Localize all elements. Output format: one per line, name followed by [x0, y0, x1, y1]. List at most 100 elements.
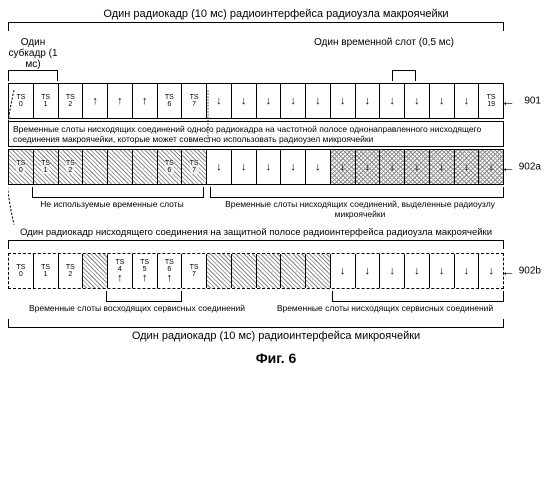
- up-arrow-icon: ↑: [117, 96, 123, 107]
- down-arrow-icon: ↓: [464, 266, 470, 277]
- row-label-902a: 902a: [519, 162, 541, 173]
- slot-6: TS6: [158, 150, 183, 184]
- slot-14: ↓: [356, 150, 381, 184]
- annotation-902b-right: Временные слоты нисходящих сервисных сое…: [266, 302, 504, 315]
- slot-6: TS6: [158, 84, 183, 118]
- down-arrow-icon: ↓: [216, 96, 222, 107]
- annotation-902b-left: Временные слоты восходящих сервисных сое…: [8, 302, 266, 315]
- down-arrow-icon: ↓: [414, 96, 420, 107]
- slot-19: ↓: [479, 150, 503, 184]
- slot-3: [83, 254, 108, 288]
- slot-8: [207, 254, 232, 288]
- slot-label: TS19: [487, 94, 496, 108]
- down-arrow-icon: ↓: [414, 162, 420, 173]
- down-arrow-icon: ↓: [315, 96, 321, 107]
- slot-16: ↓: [405, 84, 430, 118]
- slot-8: ↓: [207, 150, 232, 184]
- title-mid: Один радиокадр нисходящего соединения на…: [8, 227, 544, 238]
- frame-902b: ← 902b TS0TS1TS2TS4↑TS5↑TS6↑TS7↓↓↓↓↓↓↓: [8, 253, 504, 289]
- slot-7: TS7: [182, 84, 207, 118]
- slot-label: TS6: [165, 160, 174, 174]
- down-arrow-icon: ↓: [389, 266, 395, 277]
- slot-4: TS4↑: [108, 254, 133, 288]
- slot-19: TS19: [479, 84, 503, 118]
- slot-label: TS4: [115, 259, 124, 273]
- bracket-bottom: [8, 319, 504, 328]
- slot-11: ↓: [281, 84, 306, 118]
- slot-label: TS7: [190, 160, 199, 174]
- slot-1: TS1: [34, 84, 59, 118]
- slot-11: ↓: [281, 150, 306, 184]
- up-arrow-icon: ↑: [117, 273, 123, 284]
- slot-3: [83, 150, 108, 184]
- slot-3: ↑: [83, 84, 108, 118]
- slot-1: TS1: [34, 150, 59, 184]
- slot-0: TS0: [9, 150, 34, 184]
- slot-18: ↓: [455, 84, 480, 118]
- slot-10: [257, 254, 282, 288]
- slot-8: ↓: [207, 84, 232, 118]
- slot-9: ↓: [232, 84, 257, 118]
- up-arrow-icon: ↑: [92, 96, 98, 107]
- down-arrow-icon: ↓: [439, 266, 445, 277]
- frame-902a: ← 902a TS0TS1TS2TS6TS7↓↓↓↓↓↓↓↓↓↓↓↓: [8, 149, 504, 185]
- slot-5: [133, 150, 158, 184]
- slot-17: ↓: [430, 254, 455, 288]
- caption-901: Временные слоты нисходящих соединений од…: [8, 121, 504, 147]
- down-arrow-icon: ↓: [439, 96, 445, 107]
- down-arrow-icon: ↓: [266, 162, 272, 173]
- slot-13: ↓: [331, 150, 356, 184]
- slot-7: TS7: [182, 254, 207, 288]
- slot-label: TS0: [16, 94, 25, 108]
- slot-2: TS2: [59, 254, 84, 288]
- slot-label: TS2: [66, 160, 75, 174]
- slot-1: TS1: [34, 254, 59, 288]
- slot-11: [281, 254, 306, 288]
- annotation-902b: Временные слоты восходящих сервисных сое…: [8, 302, 504, 315]
- slot-0: TS0: [9, 254, 34, 288]
- slot-2: TS2: [59, 84, 84, 118]
- down-arrow-icon: ↓: [340, 96, 346, 107]
- slot-10: ↓: [257, 84, 282, 118]
- up-arrow-icon: ↑: [167, 273, 173, 284]
- slot-15: ↓: [380, 84, 405, 118]
- annotation-902a-left: Не используемые временные слоты: [8, 198, 216, 221]
- slot-17: ↓: [430, 150, 455, 184]
- slot-12: ↓: [306, 150, 331, 184]
- down-arrow-icon: ↓: [266, 96, 272, 107]
- slot-6: TS6↑: [158, 254, 183, 288]
- slot-18: ↓: [455, 254, 480, 288]
- slot-9: ↓: [232, 150, 257, 184]
- down-arrow-icon: ↓: [464, 162, 470, 173]
- slot-label: TS7: [190, 94, 199, 108]
- slot-label: TS1: [41, 94, 50, 108]
- down-arrow-icon: ↓: [365, 96, 371, 107]
- slot-9: [232, 254, 257, 288]
- row-arrow-icon: ←: [501, 93, 515, 109]
- slot-label: TS2: [66, 264, 75, 278]
- down-arrow-icon: ↓: [439, 162, 445, 173]
- slot-18: ↓: [455, 150, 480, 184]
- subframe-label: Один субкадр (1 мс): [8, 37, 58, 70]
- slot-label: TS0: [16, 264, 25, 278]
- timeslot-label: Один временной слот (0,5 мс): [304, 37, 464, 70]
- down-arrow-icon: ↓: [216, 162, 222, 173]
- up-arrow-icon: ↑: [142, 273, 148, 284]
- brackets-902b: [8, 289, 504, 302]
- row-arrow-icon: ←: [501, 159, 515, 175]
- down-arrow-icon: ↓: [241, 162, 247, 173]
- slot-label: TS2: [66, 94, 75, 108]
- diagram-container: Один радиокадр (10 мс) радиоинтерфейса р…: [8, 8, 544, 366]
- slot-5: ↑: [133, 84, 158, 118]
- slot-label: TS7: [190, 264, 199, 278]
- down-arrow-icon: ↓: [389, 162, 395, 173]
- slot-12: [306, 254, 331, 288]
- slot-label: TS5: [140, 259, 149, 273]
- slot-13: ↓: [331, 254, 356, 288]
- row-arrow-icon: ←: [501, 263, 515, 279]
- down-arrow-icon: ↓: [414, 266, 420, 277]
- annotation-902a: Не используемые временные слоты Временны…: [8, 198, 504, 221]
- down-arrow-icon: ↓: [315, 162, 321, 173]
- slot-label: TS1: [41, 264, 50, 278]
- brackets-901: [8, 70, 504, 83]
